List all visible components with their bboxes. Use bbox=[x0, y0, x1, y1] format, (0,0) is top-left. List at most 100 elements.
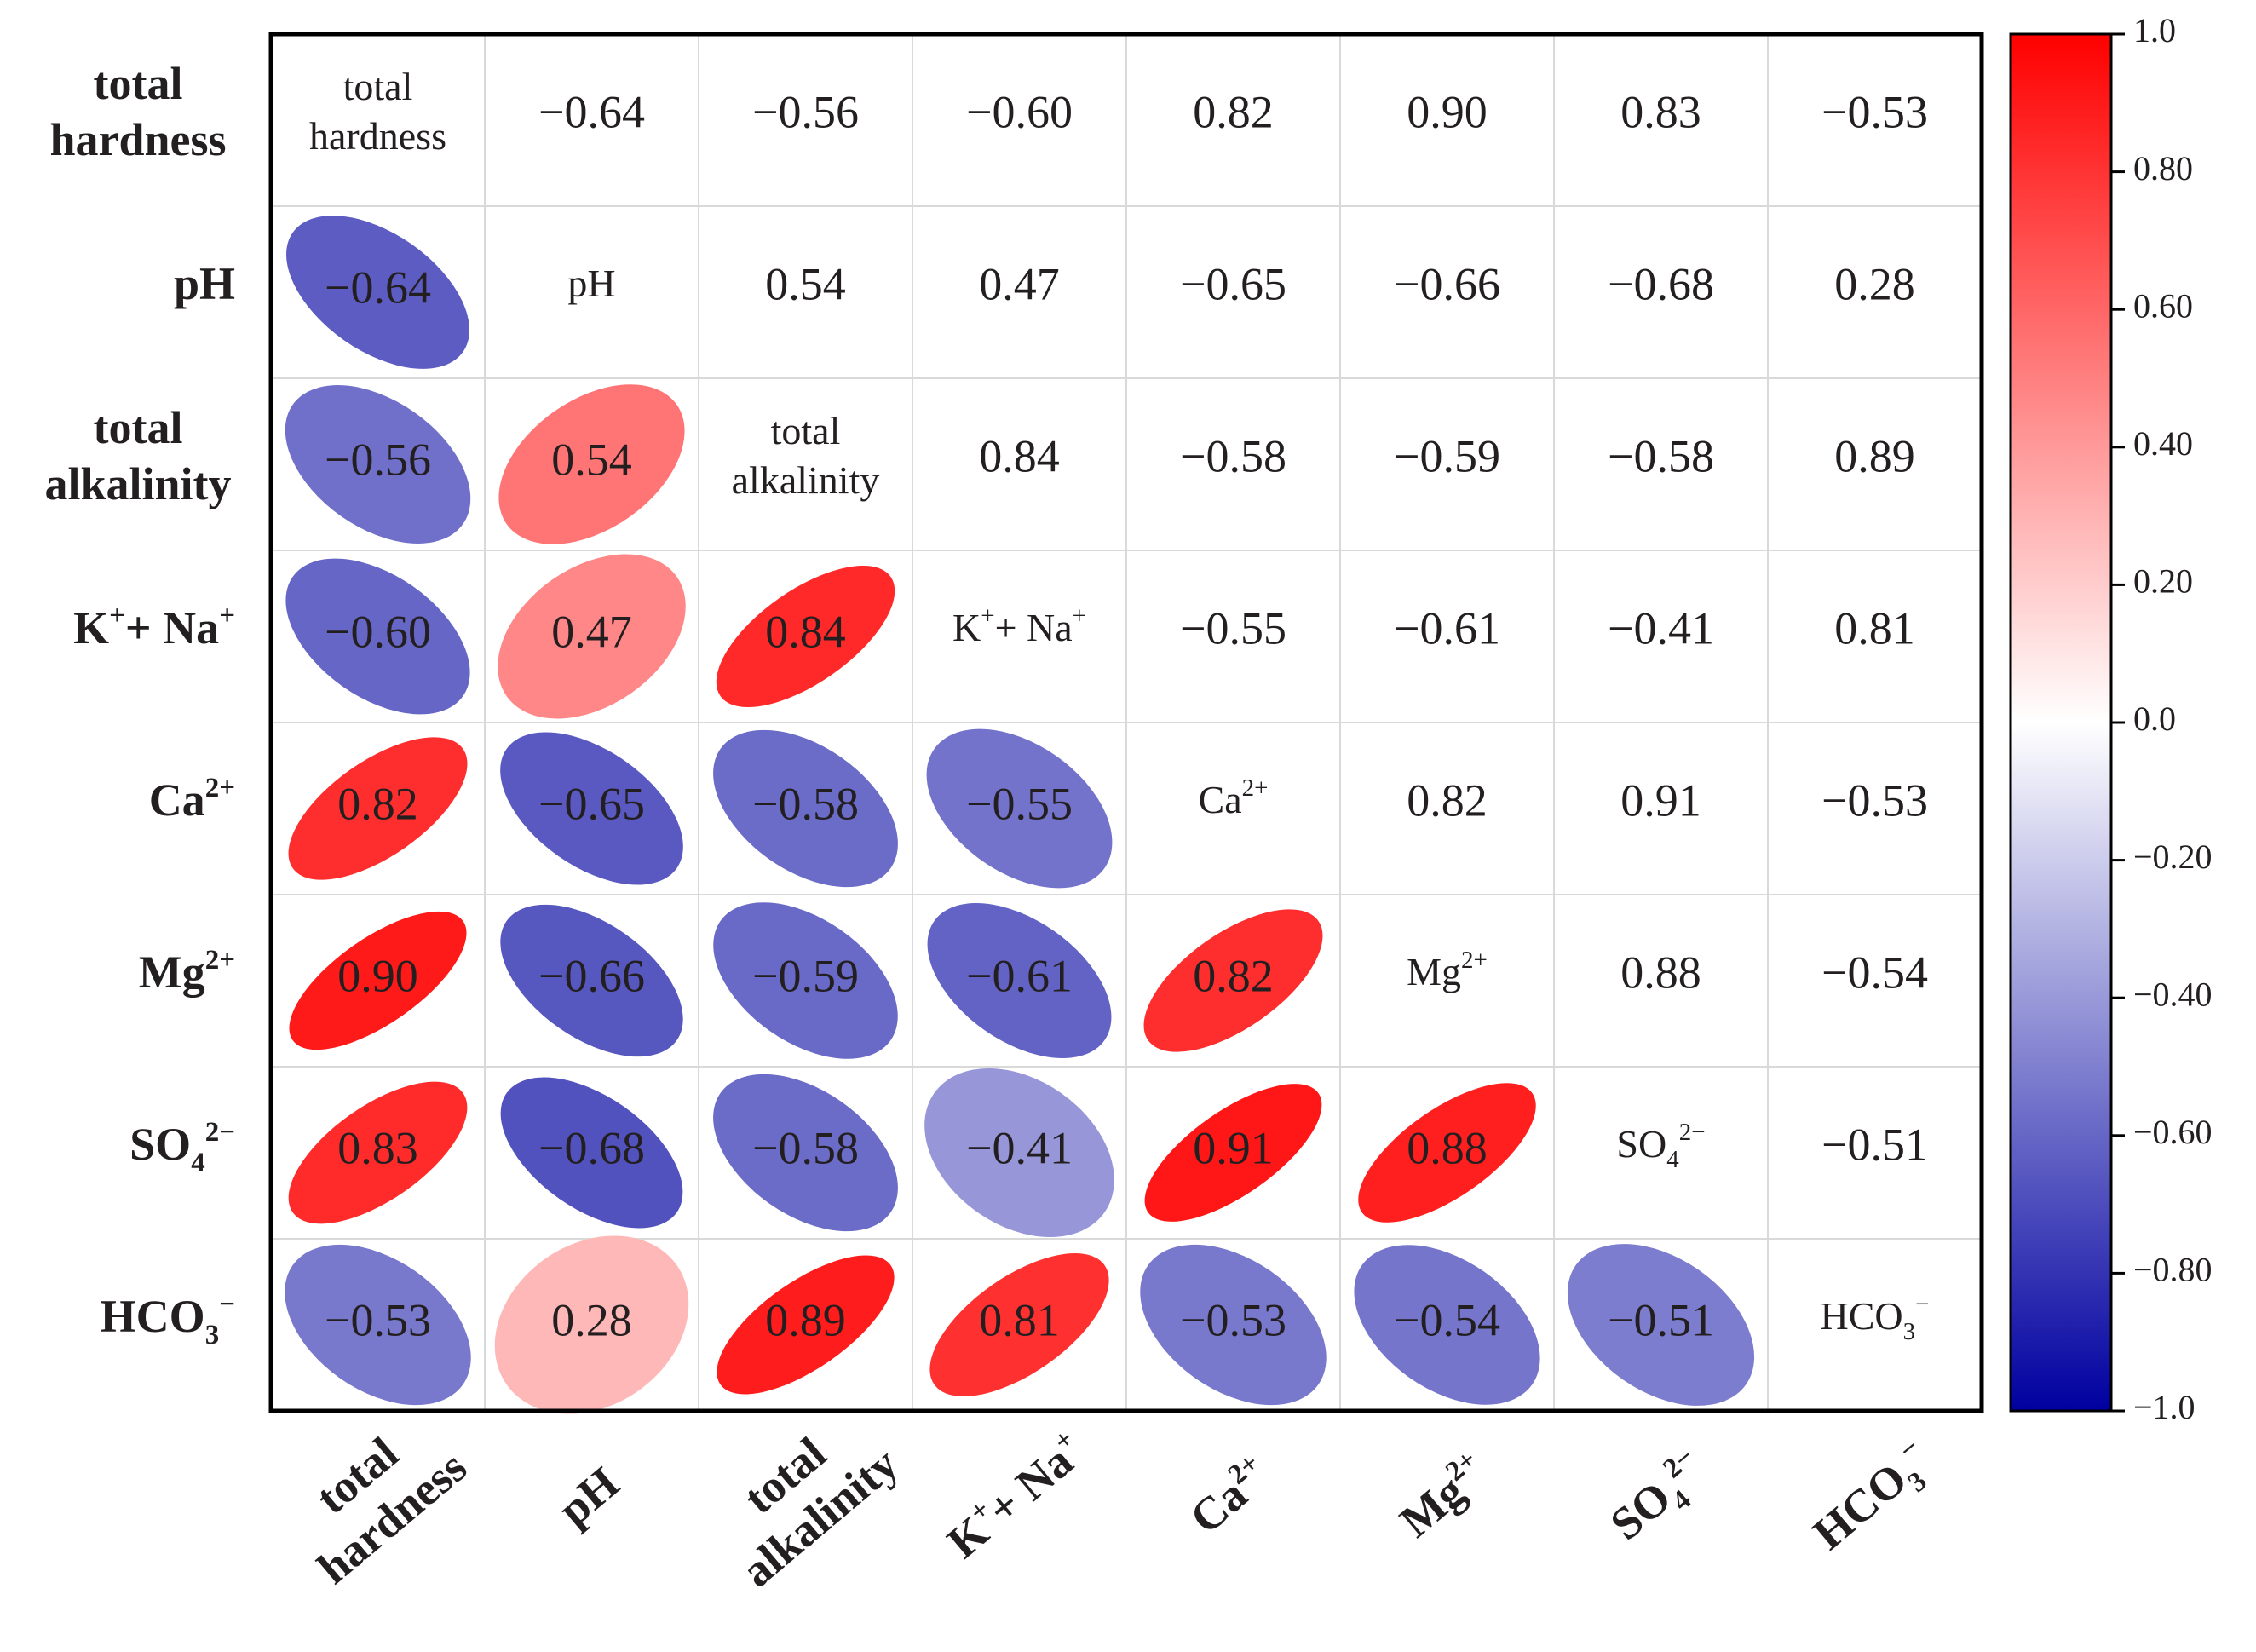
ellipse-value-label: 0.54 bbox=[551, 434, 632, 485]
diagonal-label-total_alkalinity: total alkalinity bbox=[732, 409, 880, 502]
correlation-ellipse bbox=[288, 1081, 468, 1224]
cell-value-K_Na-SO4: −0.41 bbox=[1608, 602, 1714, 653]
diagonal-label-Mg-line: Mg2+ bbox=[1407, 947, 1488, 993]
row-label-Mg-line: Mg2+ bbox=[139, 945, 235, 999]
ellipse-value-label: −0.53 bbox=[1180, 1294, 1286, 1345]
correlation-ellipse bbox=[498, 554, 686, 719]
colorbar-tick-label: −1.0 bbox=[2133, 1388, 2196, 1426]
correlation-ellipse bbox=[927, 902, 1112, 1059]
column-label-Ca: Ca2+ bbox=[1179, 1448, 1280, 1544]
ellipse-value-label: −0.41 bbox=[966, 1122, 1073, 1173]
cell-ellipse-HCO3-total_hardness: −0.53 bbox=[285, 1244, 471, 1406]
correlation-ellipse bbox=[713, 1074, 898, 1232]
column-label-pH: pH bbox=[549, 1458, 629, 1536]
row-label-total_hardness-line: total bbox=[94, 58, 183, 109]
cell-value-total_hardness-SO4: 0.83 bbox=[1620, 86, 1701, 137]
cell-ellipse-pH-total_hardness: −0.64 bbox=[286, 216, 469, 369]
correlation-ellipse bbox=[1140, 1244, 1327, 1406]
ellipse-value-label: 0.82 bbox=[1193, 950, 1274, 1001]
cell-ellipse-Ca-total_hardness: 0.82 bbox=[288, 737, 468, 880]
cell-ellipse-HCO3-Mg: −0.54 bbox=[1354, 1245, 1540, 1405]
column-label-HCO3: HCO3− bbox=[1802, 1432, 1945, 1566]
cell-ellipse-Ca-total_alkalinity: −0.58 bbox=[713, 729, 898, 888]
colorbar-tick-label: 1.0 bbox=[2133, 11, 2176, 49]
cell-value-total_alkalinity-HCO3: 0.89 bbox=[1834, 430, 1915, 481]
cell-value-Ca-HCO3: −0.53 bbox=[1821, 774, 1928, 826]
cell-value-total_alkalinity-SO4: −0.58 bbox=[1608, 430, 1714, 481]
cell-value-total_hardness-K_Na: −0.60 bbox=[966, 86, 1073, 137]
cell-ellipse-SO4-Mg: 0.88 bbox=[1358, 1083, 1536, 1223]
cell-value-total_hardness-Mg: 0.90 bbox=[1407, 86, 1488, 137]
diagonal-label-pH-line: pH bbox=[567, 262, 615, 305]
matrix-frame bbox=[268, 32, 1984, 1413]
cell-value-pH-HCO3: 0.28 bbox=[1834, 258, 1915, 309]
correlation-ellipse bbox=[285, 1244, 471, 1406]
row-label-SO4-line: SO42− bbox=[129, 1117, 235, 1178]
diagonal-label-total_hardness-line: hardness bbox=[309, 114, 446, 158]
cell-ellipse-Mg-pH: −0.66 bbox=[500, 904, 683, 1057]
correlation-ellipse bbox=[926, 728, 1113, 889]
cell-value-SO4-HCO3: −0.51 bbox=[1821, 1119, 1928, 1170]
correlation-ellipse bbox=[929, 1253, 1109, 1396]
cell-ellipse-Mg-total_alkalinity: −0.59 bbox=[713, 902, 898, 1059]
column-label-line: pH bbox=[549, 1458, 629, 1536]
diagonal-label-K_Na: K++ Na+ bbox=[952, 602, 1086, 649]
correlation-ellipse bbox=[717, 1255, 895, 1395]
cell-ellipse-HCO3-total_alkalinity: 0.89 bbox=[717, 1255, 895, 1395]
column-label-line: K++ Na+ bbox=[936, 1424, 1095, 1569]
column-label-SO4: SO42− bbox=[1601, 1442, 1700, 1551]
column-label-line: HCO3− bbox=[1802, 1432, 1945, 1566]
correlation-ellipse bbox=[716, 565, 895, 708]
row-label-K_Na: K++ Na+ bbox=[73, 601, 235, 654]
diagonal-label-HCO3: HCO3− bbox=[1821, 1291, 1930, 1345]
diagonal-label-SO4-line: SO42− bbox=[1616, 1119, 1705, 1173]
column-label-line: Mg2+ bbox=[1389, 1444, 1497, 1547]
diagonal-label-pH: pH bbox=[567, 262, 615, 305]
correlation-ellipse bbox=[285, 558, 470, 715]
column-label-line: Ca2+ bbox=[1179, 1448, 1280, 1544]
ellipse-value-label: 0.47 bbox=[551, 606, 632, 657]
diagonal-label-total_hardness-line: total bbox=[343, 65, 413, 108]
ellipse-value-label: 0.28 bbox=[551, 1294, 632, 1345]
colorbar-tick-label: 0.80 bbox=[2133, 149, 2193, 187]
cell-ellipse-HCO3-SO4: −0.51 bbox=[1567, 1244, 1755, 1406]
ellipse-value-label: −0.53 bbox=[325, 1294, 431, 1345]
row-label-pH-line: pH bbox=[174, 258, 235, 309]
cell-ellipse-SO4-pH: −0.68 bbox=[500, 1077, 683, 1229]
diagonal-label-Ca-line: Ca2+ bbox=[1199, 774, 1269, 821]
correlation-ellipse bbox=[713, 902, 898, 1059]
colorbar-tick-label: 0.0 bbox=[2133, 699, 2176, 738]
cell-value-total_hardness-HCO3: −0.53 bbox=[1821, 86, 1928, 137]
cell-ellipse-SO4-total_alkalinity: −0.58 bbox=[713, 1074, 898, 1232]
cell-value-pH-total_alkalinity: 0.54 bbox=[765, 258, 846, 309]
ellipse-value-label: −0.65 bbox=[538, 778, 645, 829]
diagonal-label-total_alkalinity-line: alkalinity bbox=[732, 458, 880, 502]
correlation-ellipse bbox=[500, 904, 683, 1057]
cell-value-pH-Mg: −0.66 bbox=[1394, 258, 1500, 309]
cell-value-total_alkalinity-Ca: −0.58 bbox=[1180, 430, 1286, 481]
cell-value-total_alkalinity-Mg: −0.59 bbox=[1394, 430, 1500, 481]
colorbar-tick-label: 0.20 bbox=[2133, 562, 2193, 601]
ellipse-value-label: −0.55 bbox=[966, 778, 1073, 829]
cell-value-total_alkalinity-K_Na: 0.84 bbox=[979, 430, 1060, 481]
cell-ellipse-Mg-total_hardness: 0.90 bbox=[289, 911, 467, 1050]
row-label-SO4: SO42− bbox=[129, 1117, 235, 1178]
ellipse-value-label: −0.58 bbox=[752, 1122, 859, 1173]
diagonal-label-total_alkalinity-line: total bbox=[771, 409, 841, 452]
correlation-ellipse bbox=[500, 1077, 683, 1229]
diagonal-label-SO4: SO42− bbox=[1616, 1119, 1705, 1173]
correlation-ellipse bbox=[713, 729, 898, 888]
row-label-total_alkalinity-line: total bbox=[94, 402, 183, 453]
cell-value-total_hardness-total_alkalinity: −0.56 bbox=[752, 86, 859, 137]
cell-ellipse-SO4-K_Na: −0.41 bbox=[924, 1068, 1114, 1237]
correlation-ellipse bbox=[500, 732, 683, 885]
column-label-Mg: Mg2+ bbox=[1389, 1444, 1497, 1547]
ellipse-value-label: −0.54 bbox=[1394, 1294, 1500, 1345]
cell-ellipse-Ca-pH: −0.65 bbox=[500, 732, 683, 885]
correlation-ellipse bbox=[498, 384, 685, 544]
